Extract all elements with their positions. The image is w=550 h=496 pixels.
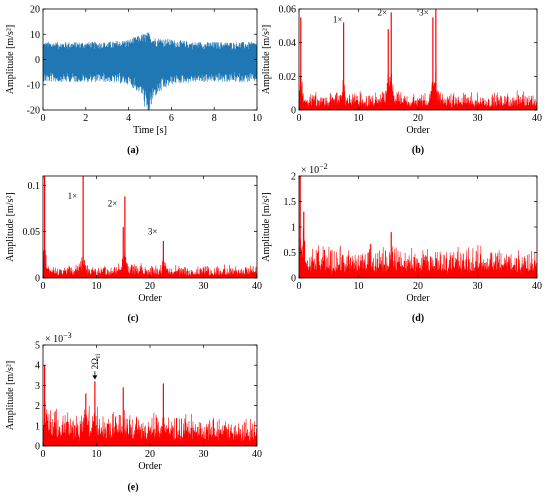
panel-label: (c)	[127, 313, 138, 324]
annotation-label-2: 2×	[378, 8, 388, 18]
x-tick-label: 0	[297, 113, 302, 124]
x-tick-label: 6	[169, 113, 174, 124]
y-tick-label: 0.1	[28, 181, 41, 192]
y-exponent-label: × 10−2	[301, 162, 328, 176]
y-tick-label: 0.06	[279, 5, 297, 16]
chart-panel-a: 0 2 4 6 8 10 -20 -10 0 10 20 Time [s] Amplitude [m/s…	[5, 5, 262, 157]
y-tick-label: 10	[30, 30, 40, 41]
x-tick-label: 0	[41, 113, 46, 124]
x-tick-label: 0	[41, 449, 46, 460]
y-axis-label: Amplitude [m/s²]	[5, 361, 16, 430]
exponent-power: −3	[63, 331, 72, 340]
y-tick-label: 3	[35, 381, 40, 392]
exponent-base: × 10	[45, 334, 63, 345]
data-series-line	[43, 32, 257, 110]
panel-label: (e)	[127, 482, 138, 493]
annotation-label: 2Ωri	[90, 354, 102, 370]
y-tick-label: 1.5	[284, 197, 297, 208]
x-tick-label: 30	[199, 281, 209, 292]
y-tick-label: 0.04	[279, 38, 297, 49]
panel-label: (d)	[412, 313, 424, 324]
x-tick-label: 10	[354, 281, 364, 292]
chart-panel-d: 0 10 20 30 40 0 0.5 1 1.5 2 × 10−2 Order Amplitude […	[261, 162, 542, 324]
y-axis-label: Amplitude [m/s²]	[261, 192, 272, 261]
annotation-subscript: ri	[94, 354, 102, 358]
x-tick-label: 20	[413, 113, 423, 124]
y-tick-label: 2	[291, 172, 296, 183]
data-series-line	[299, 64, 537, 110]
y-tick-label: -10	[27, 80, 40, 91]
y-tick-label: 0.02	[279, 72, 297, 83]
y-tick-label: 0.05	[23, 227, 41, 238]
x-axis-label: Order	[138, 461, 162, 472]
x-tick-label: 40	[532, 281, 542, 292]
x-tick-label: 30	[473, 281, 483, 292]
y-tick-label: 20	[30, 5, 40, 16]
y-tick-label: 1	[291, 223, 296, 234]
x-tick-label: 40	[252, 281, 262, 292]
x-axis-label: Order	[406, 125, 430, 136]
x-tick-label: 20	[145, 281, 155, 292]
y-tick-label: 5	[35, 341, 40, 352]
annotation-arrow-head	[92, 375, 98, 380]
x-tick-label: 10	[92, 281, 102, 292]
exponent-power: −2	[319, 162, 328, 171]
y-tick-label: -20	[27, 106, 40, 117]
y-exponent-label: × 10−3	[45, 331, 72, 345]
data-series-line	[299, 227, 537, 278]
y-tick-label: 0	[35, 442, 40, 453]
y-axis-label: Amplitude [m/s²]	[261, 25, 272, 94]
panel-label: (a)	[127, 145, 139, 156]
y-tick-label: 2	[35, 401, 40, 412]
annotation-label-1: 1×	[333, 14, 343, 24]
x-tick-label: 0	[41, 281, 46, 292]
annotation-label-1: 1×	[68, 191, 78, 201]
panel-label: (b)	[412, 145, 424, 156]
x-axis-label: Time [s]	[133, 125, 167, 136]
x-tick-label: 10	[92, 449, 102, 460]
y-tick-label: 4	[35, 361, 40, 372]
y-axis-label: Amplitude [m/s²]	[5, 192, 16, 261]
y-tick-label: 0	[291, 274, 296, 285]
x-tick-label: 4	[126, 113, 131, 124]
x-tick-label: 0	[297, 281, 302, 292]
x-tick-label: 20	[413, 281, 423, 292]
x-tick-label: 20	[145, 449, 155, 460]
chart-panel-c: 0 10 20 30 40 0 0.05 0.1 Order Amplitude [m/s²] 1×…	[5, 175, 262, 324]
annotation-label-3: 3×	[148, 226, 158, 236]
x-tick-label: 10	[252, 113, 262, 124]
x-tick-label: 40	[532, 113, 542, 124]
y-tick-label: 0.5	[284, 248, 297, 259]
y-tick-label: 0	[291, 106, 296, 117]
y-tick-label: 0	[35, 274, 40, 285]
annotation-label-2: 2×	[108, 199, 118, 209]
exponent-base: × 10	[301, 165, 319, 176]
x-tick-label: 30	[199, 449, 209, 460]
data-series-line	[43, 401, 257, 446]
y-tick-label: 1	[35, 421, 40, 432]
x-axis-label: Order	[138, 293, 162, 304]
y-tick-label: 0	[35, 55, 40, 66]
x-axis-label: Order	[406, 293, 430, 304]
y-axis-label: Amplitude [m/s²]	[5, 25, 16, 94]
chart-panel-e: 0 10 20 30 40 0 1 2 3 4 5 × 10−3 Order Amplitude [m/s…	[5, 331, 262, 493]
x-tick-label: 2	[83, 113, 88, 124]
annotation-main: 2Ω	[90, 358, 100, 370]
chart-panel-b: 0 10 20 30 40 0 0.02 0.04 0.06 Order Amplitude [m/…	[261, 5, 542, 157]
x-tick-label: 10	[354, 113, 364, 124]
x-tick-label: 40	[252, 449, 262, 460]
annotation-label-3: 3×	[419, 8, 429, 18]
data-series-line	[43, 245, 257, 278]
x-tick-label: 30	[473, 113, 483, 124]
x-tick-label: 8	[212, 113, 217, 124]
